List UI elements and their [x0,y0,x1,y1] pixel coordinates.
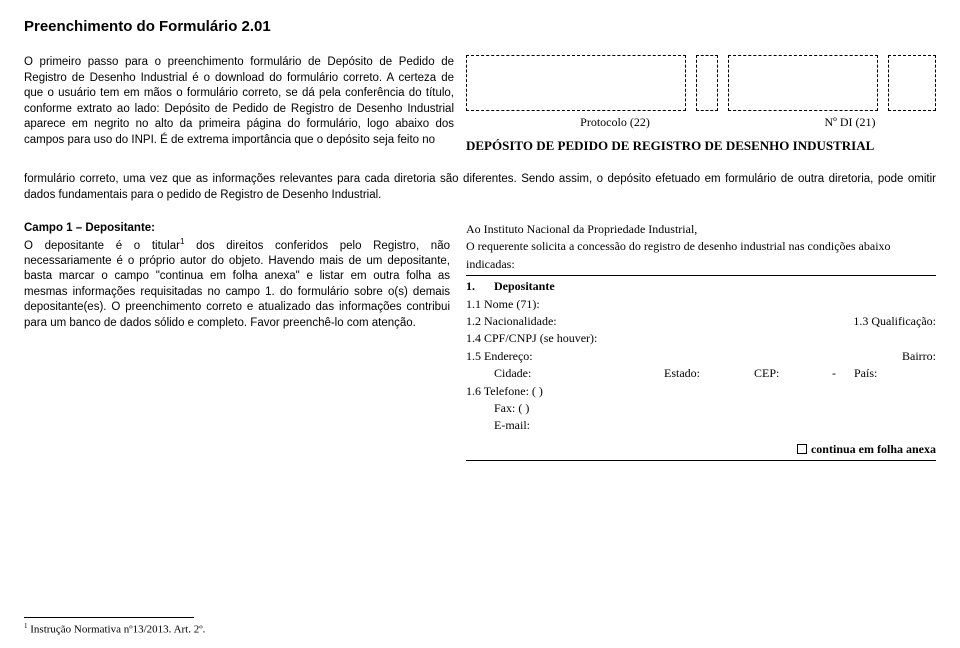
footnote-separator [24,617,194,618]
field-qualificacao: 1.3 Qualificação: [853,313,936,330]
field-bairro: Bairro: [902,348,936,365]
divider [466,275,936,276]
continua-row: continua em folha anexa [466,441,936,458]
field-nacionalidade-row: 1.2 Nacionalidade: 1.3 Qualificação: [466,313,936,330]
campo-1-text: Campo 1 – Depositante: O depositante é o… [24,221,450,463]
checkbox-icon [797,444,807,454]
section-title: Depositante [494,278,555,295]
dashed-box [696,55,718,111]
campo-1-body-a: O depositante é o titular [24,239,180,251]
depositante-header: 1. Depositante [466,278,936,295]
section-2: Campo 1 – Depositante: O depositante é o… [24,221,936,463]
paragraph-1-continuation: formulário correto, uma vez que as infor… [24,172,936,203]
protocol-row: Protocolo (22) Nº DI (21) [466,115,936,130]
footnote-text: Instrução Normativa nº13/2013. Art. 2º. [28,624,206,636]
form-extract-1: Protocolo (22) Nº DI (21) DEPÓSITO DE PE… [466,55,936,154]
section-1: O primeiro passo para o preenchimento fo… [24,55,936,154]
field-cidade-row: Cidade: Estado: CEP: - País: [466,365,936,382]
field-endereco-row: 1.5 Endereço: Bairro: [466,348,936,365]
numero-di-label: Nº DI (21) [764,115,936,130]
field-cpf: 1.4 CPF/CNPJ (se houver): [466,330,936,347]
form-extract-2: Ao Instituto Nacional da Propriedade Ind… [466,221,936,463]
paragraph-1: O primeiro passo para o preenchimento fo… [24,55,454,154]
field-pais: País: [854,365,877,382]
page-title: Preenchimento do Formulário 2.01 [24,18,936,35]
dashed-box [888,55,936,111]
field-nacionalidade: 1.2 Nacionalidade: [466,313,557,330]
continua-label: continua em folha anexa [811,441,936,458]
field-cep: CEP: [754,365,814,382]
field-estado: Estado: [664,365,754,382]
cep-dash: - [814,365,854,382]
protocolo-label: Protocolo (22) [466,115,764,130]
dashed-boxes-row [466,55,936,111]
field-nome: 1.1 Nome (71): [466,296,936,313]
field-fax: Fax: ( ) [466,400,936,417]
campo-1-label: Campo 1 – Depositante: [24,222,155,234]
section-number: 1. [466,278,494,295]
field-cidade: Cidade: [494,365,664,382]
form-heading: DEPÓSITO DE PEDIDO DE REGISTRO DE DESENH… [466,138,936,154]
campo-1-body-b: dos direitos conferidos pelo Registro, n… [24,239,450,329]
dashed-box [728,55,878,111]
form2-line1: Ao Instituto Nacional da Propriedade Ind… [466,221,936,238]
field-email: E-mail: [466,417,936,434]
footnote: 1 Instrução Normativa nº13/2013. Art. 2º… [24,622,205,636]
dashed-box [466,55,686,111]
form2-line2: O requerente solicita a concessão do reg… [466,238,936,273]
field-telefone: 1.6 Telefone: ( ) [466,383,936,400]
divider [466,460,936,461]
field-endereco: 1.5 Endereço: [466,348,533,365]
